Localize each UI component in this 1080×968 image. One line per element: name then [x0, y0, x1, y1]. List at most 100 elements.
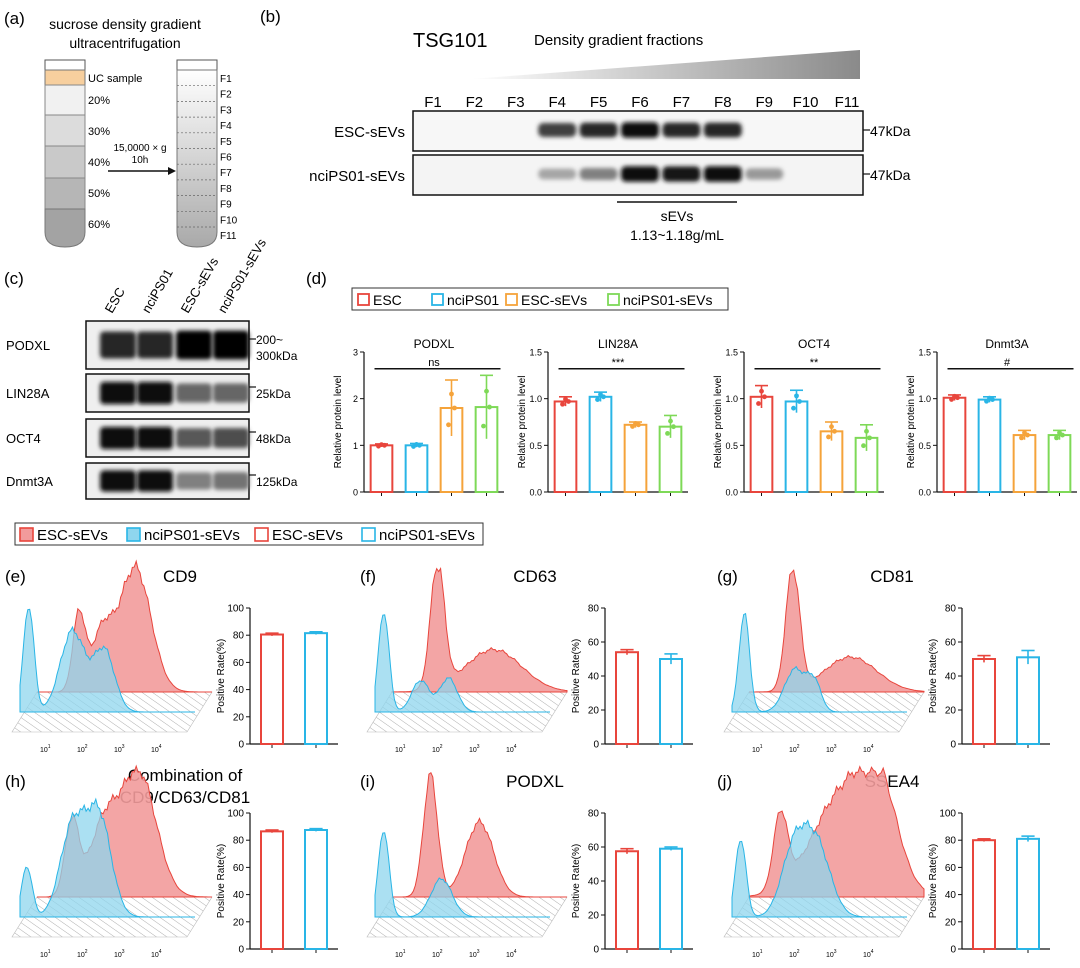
y-tick-label: 40 — [588, 877, 600, 888]
legend-label: ESC-sEVs — [37, 527, 108, 544]
bar-chart: 0 20 40 60 80 100 Positive Rate(%) — [216, 604, 338, 751]
y-tick-label: 3 — [353, 348, 358, 358]
log-tick-exponent: 2 — [85, 744, 88, 750]
legend-label: ESC — [373, 292, 402, 308]
bar — [1016, 837, 1040, 951]
protein-band — [176, 472, 212, 490]
protein-band — [100, 331, 136, 359]
y-tick-label: 60 — [588, 638, 600, 649]
protein-band — [579, 122, 618, 138]
y-tick-label: 80 — [233, 836, 245, 847]
bar — [1016, 656, 1040, 745]
log-tick-label: 104 — [151, 949, 162, 959]
fraction-label: F3 — [220, 105, 232, 116]
panel-d: (d) ESC nciPS01 ESC-sEVs nciPS01-sEVs 0 1 2 3 R… — [306, 269, 1077, 498]
fraction-lane-label: F11 — [835, 94, 860, 111]
fraction-lane-label: F8 — [714, 94, 732, 111]
log-tick-exponent: 3 — [834, 949, 837, 955]
mw-marker-ncips: 47kDa — [863, 167, 911, 183]
y-axis-label: Relative protein level — [517, 376, 528, 469]
data-point — [560, 401, 565, 407]
y-tick-label: 2 — [353, 394, 358, 404]
log-tick-label: 104 — [506, 744, 517, 754]
log-tick-exponent: 4 — [871, 949, 874, 955]
log-tick-label: 101 — [752, 949, 763, 959]
log-tick-label: 101 — [752, 744, 763, 754]
panel-c-letter: (c) — [4, 269, 24, 288]
protein-band — [745, 168, 784, 180]
flow-legend: ESC-sEVs nciPS01-sEVs ESC-sEVs nciPS01-sEVs — [14, 522, 484, 546]
legend-label: ESC-sEVs — [521, 292, 587, 308]
data-point — [1025, 432, 1030, 438]
data-point — [759, 388, 764, 394]
histogram-ncips-sevs — [731, 612, 907, 713]
bar — [972, 658, 996, 745]
panel-b-letter: (b) — [260, 7, 281, 26]
fraction-label: F6 — [220, 153, 232, 164]
data-point — [630, 424, 635, 429]
log-tick-exponent: 1 — [403, 744, 406, 750]
log-tick-exponent: 2 — [440, 744, 443, 750]
legend-swatch — [19, 527, 34, 542]
panel-letter: (h) — [5, 772, 26, 791]
mw-label: 200~ — [256, 333, 283, 347]
data-point — [595, 397, 600, 402]
data-point — [665, 430, 670, 436]
log-tick-exponent: 4 — [514, 949, 517, 955]
y-tick-label: 80 — [945, 836, 957, 847]
panel-b: (b) TSG101 Density gradient fractions F1… — [260, 7, 911, 243]
fraction-lane-label: F5 — [590, 94, 608, 111]
legend-swatch — [431, 293, 444, 306]
y-tick-label: 40 — [945, 890, 957, 901]
sevs-bracket-label: sEVs — [661, 208, 694, 224]
fraction-lane-label: F6 — [631, 94, 649, 111]
fraction-lane-label: F9 — [755, 94, 773, 111]
legend-swatch — [357, 293, 370, 306]
bar — [588, 395, 613, 493]
chart-title: Dnmt3A — [985, 337, 1028, 351]
fraction-lane-label: F10 — [793, 94, 819, 111]
fraction-label: F9 — [220, 200, 232, 211]
blot-row-dnmt3a: Dnmt3A 125kDa — [6, 462, 298, 500]
legend-label: nciPS01-sEVs — [379, 527, 475, 544]
log-tick-exponent: 2 — [797, 949, 800, 955]
sevs-density-label: 1.13~1.18g/mL — [630, 227, 724, 243]
y-axis-label: Positive Rate(%) — [928, 639, 939, 713]
protein-band — [703, 166, 742, 182]
significance-label: ns — [428, 357, 440, 369]
fraction-lane-label: F7 — [673, 94, 691, 111]
data-point — [829, 424, 834, 430]
panel-a-title-1: sucrose density gradient — [49, 16, 201, 32]
panel-a: (a) sucrose density gradient ultracentri… — [4, 9, 238, 248]
y-axis-label: Positive Rate(%) — [928, 844, 939, 918]
data-point — [481, 423, 486, 429]
blot-row-label: OCT4 — [6, 431, 41, 446]
histogram-ncips-sevs — [19, 797, 195, 918]
bar-chart: 0 20 40 60 80 Positive Rate(%) — [928, 604, 1050, 751]
log-tick-label: 102 — [432, 949, 443, 959]
y-tick-label: 0 — [238, 740, 244, 751]
protein-band — [662, 122, 701, 138]
log-tick-exponent: 3 — [834, 744, 837, 750]
mw-label-esc: 47kDa — [870, 123, 911, 139]
data-point — [417, 442, 422, 448]
protein-band — [621, 166, 659, 182]
blot-row-label: PODXL — [6, 338, 50, 353]
y-tick-label: 0 — [593, 945, 599, 956]
y-tick-label: 0.5 — [918, 441, 931, 451]
layer-label-60: 60% — [88, 219, 110, 231]
y-tick-label: 0.0 — [725, 488, 738, 498]
bar — [553, 400, 578, 494]
bar — [972, 839, 996, 951]
y-tick-label: 80 — [588, 604, 600, 615]
data-point — [861, 443, 866, 449]
bar-chart: 0 1 2 3 Relative protein level PODXL ns — [333, 337, 504, 498]
y-tick-label: 20 — [945, 706, 957, 717]
bar — [749, 395, 774, 493]
data-point — [797, 399, 802, 404]
flow-panel: (f) CD63 101 102 103 104 0 20 40 60 80 Positive Rat… — [360, 566, 693, 754]
histogram-ncips-sevs — [731, 819, 907, 918]
legend-label: nciPS01-sEVs — [623, 292, 712, 308]
protein-band — [213, 383, 249, 403]
